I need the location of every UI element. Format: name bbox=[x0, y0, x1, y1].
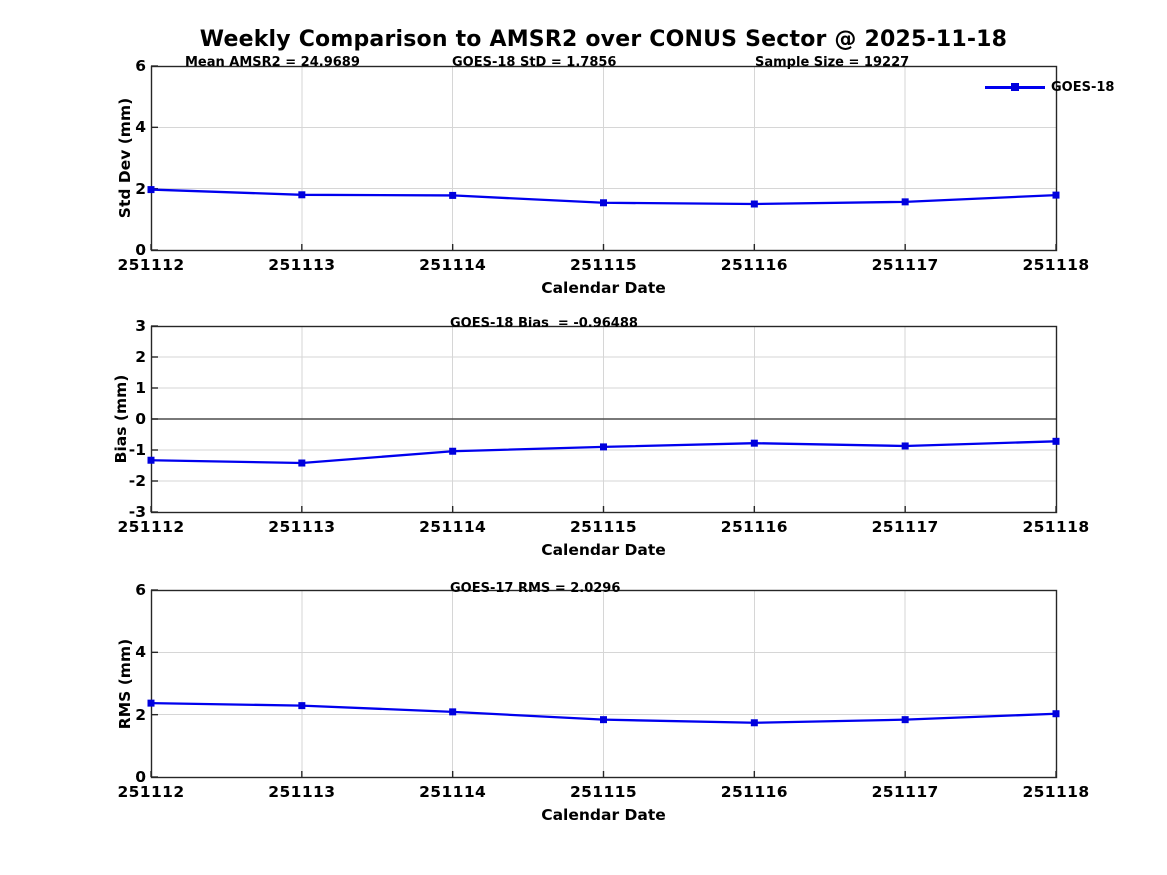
x-tick-label: 251114 bbox=[419, 518, 487, 536]
y-axis-label: Bias (mm) bbox=[112, 374, 130, 464]
x-tick-label: 251115 bbox=[569, 783, 638, 801]
data-point-marker bbox=[750, 200, 758, 208]
data-point-marker bbox=[449, 708, 457, 716]
y-tick-label: 2 bbox=[135, 348, 146, 366]
x-tick-label: 251112 bbox=[117, 256, 185, 274]
y-tick-label: 2 bbox=[135, 705, 146, 724]
subplot-std-dev bbox=[147, 65, 1060, 252]
x-tick-label: 251118 bbox=[1022, 518, 1090, 536]
data-point-marker bbox=[600, 443, 607, 451]
x-tick-label: 251117 bbox=[871, 783, 939, 801]
data-point-marker bbox=[1052, 710, 1060, 718]
data-point-marker bbox=[147, 186, 155, 194]
x-tick-label: 251112 bbox=[117, 783, 185, 801]
data-point-marker bbox=[901, 716, 909, 724]
x-tick-label: 251115 bbox=[569, 256, 638, 274]
data-point-marker bbox=[1052, 191, 1060, 199]
y-tick-label: -3 bbox=[128, 503, 146, 521]
data-point-marker bbox=[600, 199, 607, 207]
x-tick-label: 251116 bbox=[720, 256, 788, 274]
legend-line-sample bbox=[985, 83, 1045, 91]
x-tick-label: 251113 bbox=[268, 256, 336, 274]
x-tick-label: 251114 bbox=[419, 783, 487, 801]
x-tick-label: 251116 bbox=[720, 518, 788, 536]
chart-title: Weekly Comparison to AMSR2 over CONUS Se… bbox=[199, 27, 1008, 52]
x-tick-label: 251117 bbox=[871, 518, 939, 536]
data-point-marker bbox=[147, 699, 155, 707]
y-tick-label: -2 bbox=[128, 472, 146, 490]
x-axis-label: Calendar Date bbox=[541, 541, 666, 559]
x-tick-label: 251115 bbox=[569, 518, 638, 536]
y-tick-label: 0 bbox=[135, 241, 146, 259]
data-point-marker bbox=[750, 439, 758, 447]
x-axis-label: Calendar Date bbox=[541, 806, 666, 824]
annotation-text: GOES-18 StD = 1.7856 bbox=[452, 55, 617, 70]
x-tick-label: 251117 bbox=[871, 256, 939, 274]
data-point-marker bbox=[298, 702, 306, 710]
data-point-marker bbox=[298, 459, 306, 467]
y-tick-label: 6 bbox=[135, 581, 146, 599]
legend-marker-icon bbox=[1011, 83, 1019, 91]
annotation-text: Sample Size = 19227 bbox=[755, 55, 910, 70]
y-axis-label: Std Dev (mm) bbox=[116, 97, 134, 219]
data-point-marker bbox=[750, 719, 758, 727]
x-tick-label: 251113 bbox=[268, 783, 336, 801]
data-point-marker bbox=[298, 191, 306, 199]
x-tick-label: 251118 bbox=[1022, 783, 1090, 801]
data-point-marker bbox=[449, 191, 457, 199]
x-tick-label: 251118 bbox=[1022, 256, 1090, 274]
y-tick-label: 6 bbox=[135, 57, 146, 75]
y-tick-label: 0 bbox=[135, 410, 146, 428]
data-point-marker bbox=[1052, 437, 1060, 445]
y-tick-label: 4 bbox=[135, 643, 146, 662]
y-axis-label: RMS (mm) bbox=[116, 638, 134, 730]
x-tick-label: 251112 bbox=[117, 518, 185, 536]
data-point-marker bbox=[600, 716, 607, 724]
data-point-marker bbox=[901, 198, 909, 206]
y-tick-label: 0 bbox=[135, 768, 146, 786]
x-axis-label: Calendar Date bbox=[541, 279, 666, 297]
data-point-marker bbox=[147, 456, 155, 464]
legend-label: GOES-18 bbox=[1051, 80, 1115, 95]
data-point-marker bbox=[449, 447, 457, 455]
annotation-text: Mean AMSR2 = 24.9689 bbox=[185, 55, 360, 70]
y-tick-label: 2 bbox=[135, 179, 146, 198]
x-tick-label: 251113 bbox=[268, 518, 336, 536]
annotation-text: GOES-18 Bias = -0.96488 bbox=[450, 316, 638, 331]
y-tick-label: 4 bbox=[135, 118, 146, 137]
y-tick-label: 1 bbox=[135, 379, 146, 397]
annotation-text: GOES-17 RMS = 2.0296 bbox=[450, 581, 621, 596]
data-point-marker bbox=[901, 442, 909, 450]
subplot-rms bbox=[147, 589, 1060, 779]
y-tick-label: 3 bbox=[135, 317, 146, 335]
x-tick-label: 251116 bbox=[720, 783, 788, 801]
subplot-bias bbox=[147, 325, 1060, 514]
x-tick-label: 251114 bbox=[419, 256, 487, 274]
y-tick-label: -1 bbox=[128, 441, 146, 459]
